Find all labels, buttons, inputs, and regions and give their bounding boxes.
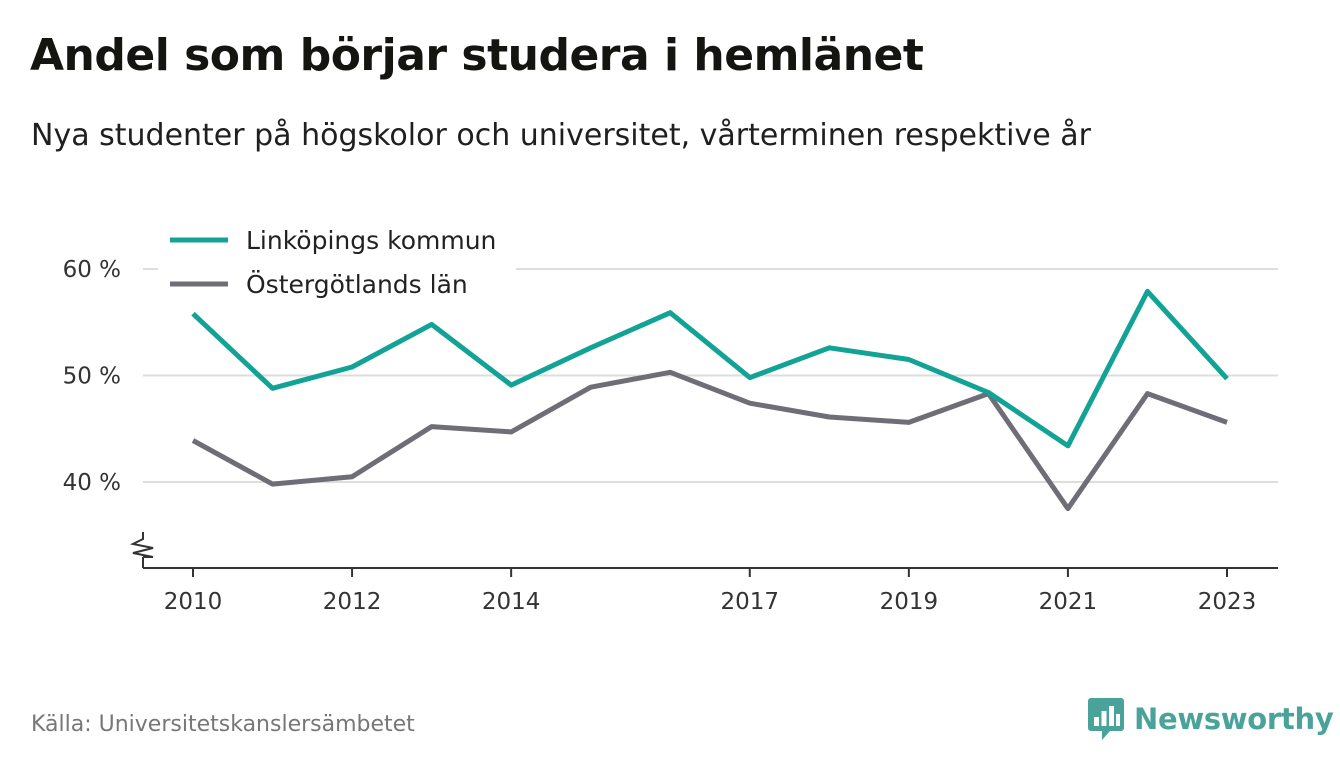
x-tick-label: 2017 [720,589,779,615]
source-note: Källa: Universitetskanslersämbetet [31,712,415,737]
axis-break-mark [129,532,154,558]
series-line [191,288,1229,449]
x-tick-label: 2010 [164,589,223,615]
brand-logo: Newsworthy [1088,698,1334,740]
chart-title: Andel som börjar studera i hemlänet [30,30,924,81]
x-axis: 2010 2012 2014 2017 2019 2021 2023 [129,532,1278,615]
gridlines: 40 % 50 % 60 % [63,257,1278,496]
x-tick-label: 2012 [323,589,382,615]
x-tick-label: 2014 [482,589,541,615]
legend: Linköpings kommun Östergötlands län [158,220,516,306]
legend-label: Linköpings kommun [246,226,496,255]
legend-label: Östergötlands län [246,270,468,299]
y-tick-label: 50 % [63,364,121,390]
chart-subtitle: Nya studenter på högskolor och universit… [31,118,1091,153]
y-tick-label: 40 % [63,470,121,496]
series-lines [191,288,1229,512]
x-tick-label: 2019 [880,589,939,615]
x-tick-label: 2023 [1198,589,1257,615]
y-tick-label: 60 % [63,257,121,283]
series-line [191,369,1228,512]
legend-background [158,220,516,306]
newsworthy-bar-chart-icon [1088,698,1124,740]
brand-name: Newsworthy [1134,702,1334,736]
x-tick-label: 2021 [1039,589,1098,615]
